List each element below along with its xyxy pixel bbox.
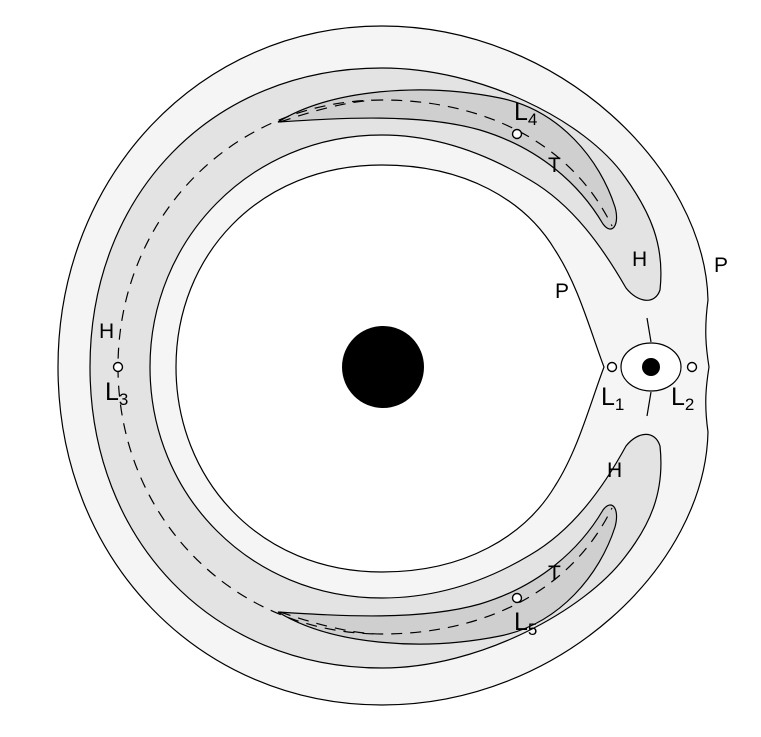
- secondary-mass: [642, 358, 660, 376]
- label-p-outer: P: [714, 254, 728, 277]
- lagrange-point-l4-marker: [511, 128, 523, 140]
- label-t-lower: T: [548, 562, 561, 585]
- lagrange-point-l1-marker: [606, 361, 618, 373]
- label-h-upper: H: [632, 248, 647, 271]
- primary-mass: [342, 326, 424, 408]
- tadpole-region-upper: [277, 89, 618, 230]
- horseshoe-region: [89, 67, 662, 669]
- label-h-left: H: [99, 320, 114, 343]
- label-l2: L2: [671, 383, 694, 414]
- lagrange-point-l2-marker: [686, 361, 698, 373]
- label-l5: L5: [514, 608, 537, 639]
- orbit-segment-near-l1-upper: [646, 317, 652, 343]
- lagrange-point-l5-marker: [511, 592, 523, 604]
- lagrange-point-l3-marker: [112, 361, 124, 373]
- label-l1: L1: [601, 383, 624, 414]
- label-h-lower: H: [607, 459, 622, 482]
- label-p-inner: P: [555, 280, 569, 303]
- tadpole-region-lower: [277, 504, 618, 645]
- label-l3: L3: [105, 378, 128, 409]
- orbit-segment-near-l1-lower: [646, 391, 652, 417]
- label-t-upper: T: [548, 154, 561, 177]
- label-l4: L4: [514, 98, 537, 129]
